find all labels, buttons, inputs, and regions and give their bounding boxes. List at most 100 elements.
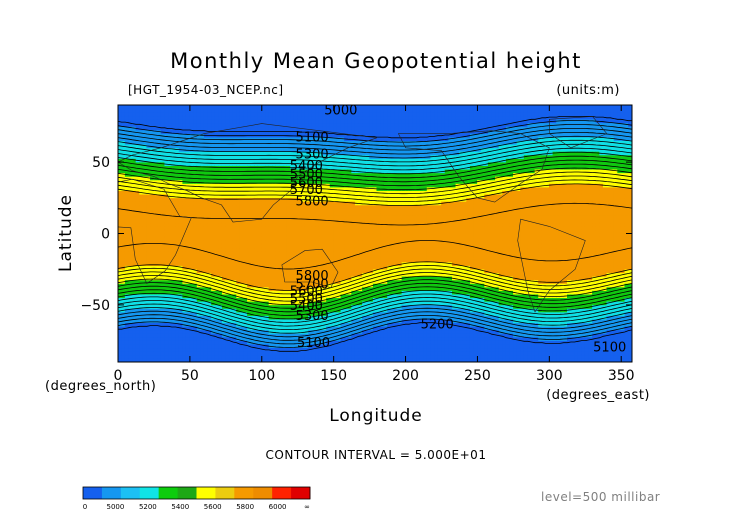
colorbar-label: 6000 — [269, 503, 287, 511]
file-label: [HGT_1954-03_NCEP.nc] — [128, 83, 284, 97]
contour-line — [118, 171, 632, 195]
x-axis-label: Longitude — [329, 406, 423, 426]
contour-label: 5300 — [296, 148, 329, 163]
x-tick-label: 50 — [181, 368, 199, 384]
contour-line — [118, 282, 632, 313]
contour-line — [118, 143, 632, 167]
contour-line — [118, 300, 632, 330]
contour-line — [118, 297, 632, 327]
contour-line — [118, 179, 632, 202]
colorbar-label: 5200 — [139, 503, 157, 511]
contour-line — [118, 155, 632, 179]
y-axis-label: Latitude — [56, 194, 76, 272]
contour-line — [118, 135, 632, 159]
units-label: (units:m) — [556, 83, 620, 98]
contour-line — [118, 307, 632, 338]
colorbar: 0 5000 5200 5400 5600 5800 6000 ∞ — [82, 486, 311, 511]
x-tick-label: 0 — [114, 368, 123, 384]
contour-line — [118, 315, 632, 345]
contour-label: 5000 — [324, 103, 357, 118]
height-field: 5000510053005400550056005700580058005700… — [118, 103, 632, 362]
x-tick-label: 350 — [608, 368, 635, 384]
contour-line — [118, 268, 632, 298]
contour-label: 5800 — [296, 195, 329, 210]
contour-line — [118, 147, 632, 171]
contour-line — [118, 163, 632, 187]
contour-label: 5400 — [290, 299, 323, 314]
continent-outline — [549, 116, 608, 149]
colorbar-swatch — [120, 487, 141, 499]
chart-title: Monthly Mean Geopotential height — [170, 49, 582, 73]
contour-line — [118, 275, 632, 305]
y-tick-label: −50 — [80, 298, 110, 314]
continent-outline — [281, 248, 339, 289]
contour-lines — [118, 116, 632, 352]
colorbar-swatch — [83, 487, 103, 499]
contour-line — [118, 264, 632, 295]
colorbar-swatch — [101, 487, 122, 499]
contour-line — [118, 240, 632, 270]
x-axis-ticks: 0 50 100 150 200 250 300 350 — [114, 105, 635, 384]
coastlines — [118, 116, 608, 313]
colorbar-swatch — [196, 487, 216, 499]
colorbar-swatch — [291, 487, 311, 499]
continent-outline — [517, 218, 586, 313]
contour-line — [118, 322, 632, 352]
contour-line — [118, 261, 632, 291]
x-unit-label: (degrees_east) — [546, 388, 650, 403]
contour-line — [118, 318, 632, 348]
contour-line — [118, 293, 632, 323]
colorbar-swatch — [215, 487, 235, 499]
contour-line — [118, 175, 632, 198]
contour-label: 5500 — [290, 168, 323, 183]
contour-label: 5300 — [296, 309, 329, 324]
colorbar-swatch — [272, 487, 292, 499]
colorbar-label: 5400 — [171, 503, 189, 511]
x-tick-label: 100 — [248, 368, 275, 384]
contour-line — [118, 139, 632, 163]
contour-line — [118, 279, 632, 309]
contour-line — [118, 286, 632, 316]
contour-label: 5100 — [297, 336, 330, 351]
y-axis-ticks: 50 0 −50 — [80, 155, 632, 314]
contour-label: 5400 — [290, 159, 323, 174]
contour-line — [118, 151, 632, 175]
x-tick-label: 250 — [464, 368, 491, 384]
colorbar-swatch — [253, 487, 273, 499]
colorbar-swatch — [139, 487, 160, 499]
y-unit-label: (degrees_north) — [45, 379, 156, 394]
colorbar-swatch — [158, 487, 178, 499]
contour-label: 5100 — [593, 340, 626, 355]
contour-label: 5600 — [290, 176, 323, 191]
contour-label: 5500 — [290, 292, 323, 307]
contour-label: 5600 — [290, 285, 323, 300]
colorbar-swatch — [177, 487, 197, 499]
contour-line — [118, 128, 632, 151]
contour-line — [118, 311, 632, 341]
contour-line — [118, 120, 632, 143]
colorbar-swatch — [234, 487, 254, 499]
contour-label: 5200 — [421, 317, 454, 332]
contour-line — [118, 132, 632, 155]
y-tick-label: 50 — [92, 155, 110, 171]
colorbar-label: ∞ — [304, 503, 310, 511]
colorbar-label: 0 — [83, 503, 87, 511]
contour-label: 5700 — [290, 183, 323, 198]
contour-line — [118, 202, 632, 226]
colorbar-label: 5000 — [107, 503, 125, 511]
continent-outline — [397, 130, 550, 203]
contour-label: 5800 — [296, 269, 329, 284]
contour-line — [118, 167, 632, 191]
continent-outline — [118, 123, 377, 223]
colorbar-label: 5800 — [236, 503, 254, 511]
contour-line — [118, 159, 632, 183]
level-label: level=500 millibar — [541, 490, 660, 504]
plot-area: 5000510053005400550056005700580058005700… — [117, 103, 633, 363]
contour-interval-label: CONTOUR INTERVAL = 5.000E+01 — [266, 448, 487, 462]
colorbar-label: 5600 — [204, 503, 222, 511]
x-tick-label: 300 — [536, 368, 563, 384]
contour-line — [118, 116, 632, 139]
continent-outline — [118, 178, 192, 284]
contour-line — [118, 290, 632, 320]
